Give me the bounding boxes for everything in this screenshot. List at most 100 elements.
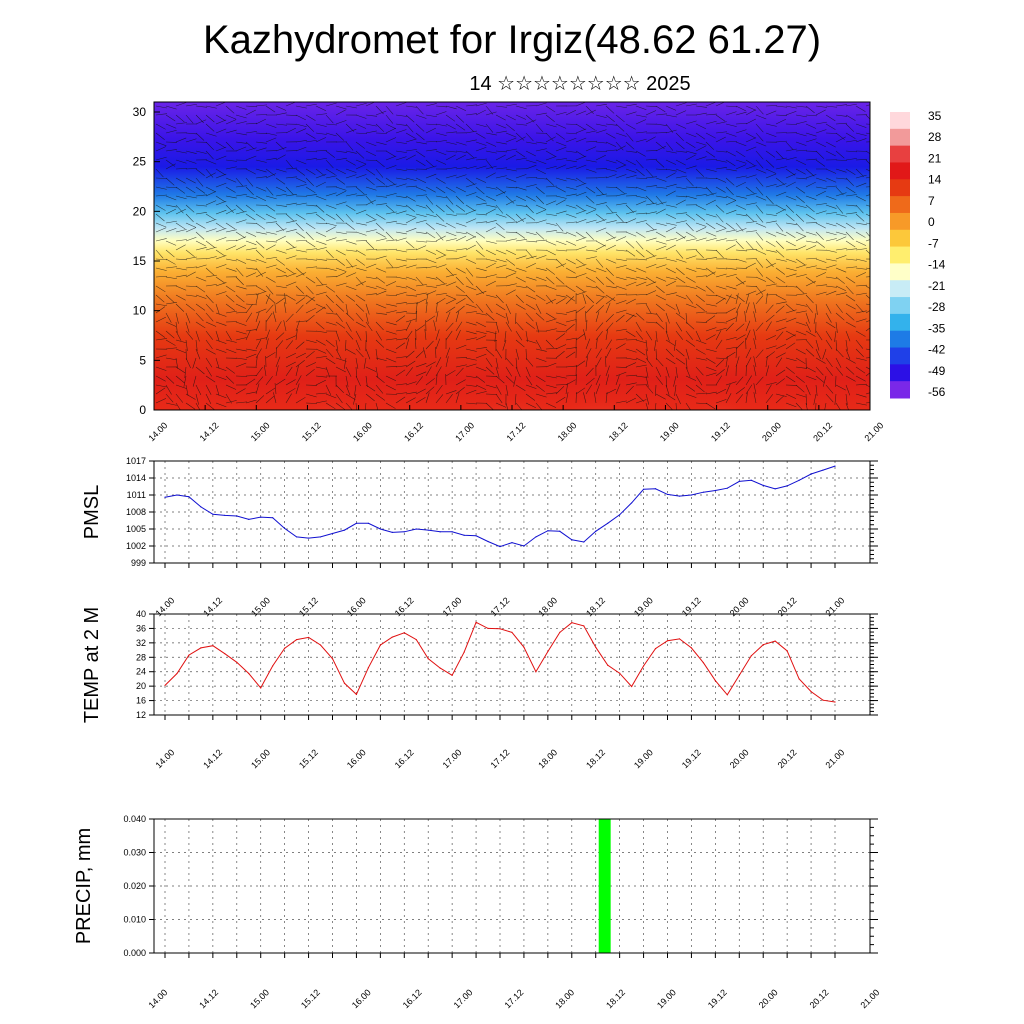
wind-barb: [595, 383, 601, 395]
wind-barb: [715, 121, 727, 125]
pmsl-data-point: [355, 522, 358, 524]
wind-barb: [375, 303, 387, 309]
wind-barb: [385, 137, 397, 143]
wind-barb: [585, 231, 594, 240]
wind-barb: [465, 357, 477, 361]
wind-barb: [245, 303, 257, 306]
wind-barb: [225, 222, 236, 230]
wind-barb: [605, 313, 614, 323]
wind-barb: [565, 150, 577, 153]
wind-barb: [345, 321, 352, 332]
wind-barb: [475, 123, 487, 128]
wind-barb: [655, 375, 664, 385]
wind-barb: [365, 248, 377, 251]
wind-barb: [515, 231, 526, 239]
wind-barb: [405, 217, 416, 224]
wind-barb: [755, 150, 764, 160]
wind-barb: [495, 321, 500, 333]
wind-barb: [855, 138, 867, 143]
wind-barb: [545, 230, 557, 233]
temp-data-point: [487, 627, 489, 630]
wind-barb: [585, 276, 596, 283]
wind-barb: [595, 103, 607, 107]
wind-barb: [795, 168, 806, 175]
wind-barb: [175, 294, 186, 301]
wind-barb: [185, 103, 197, 107]
wind-barb: [725, 273, 737, 278]
wind-barb: [175, 122, 187, 125]
colorbar-swatch: [890, 381, 910, 399]
wind-barb: [815, 203, 827, 206]
wind-barb: [175, 285, 187, 291]
wind-barb: [465, 113, 477, 116]
wind-barb: [425, 123, 437, 126]
wind-barb: [395, 123, 407, 126]
temp-y-tick-label: 20: [136, 681, 146, 691]
colorbar-label: 35: [928, 109, 942, 123]
wind-barb: [715, 339, 723, 350]
wind-barb: [735, 164, 747, 170]
wind-barb: [345, 285, 357, 290]
wind-barb: [485, 366, 495, 375]
wind-barb: [465, 130, 477, 134]
wind-barb: [475, 109, 486, 116]
pmsl-data-point: [272, 517, 274, 519]
wind-barb: [363, 357, 367, 369]
wind-barb: [485, 132, 497, 136]
wind-barb: [753, 356, 757, 368]
wind-barb: [284, 293, 287, 305]
wind-barb: [605, 285, 617, 289]
wind-barb: [183, 375, 187, 387]
wind-barb: [525, 231, 537, 236]
wind-barb: [565, 123, 578, 125]
wind-barb: [825, 204, 837, 209]
wind-barb: [315, 150, 327, 152]
wind-barb: [185, 393, 196, 400]
wind-barb: [645, 249, 656, 257]
pmsl-data-point: [307, 537, 310, 539]
wind-barb: [385, 177, 396, 185]
wind-barb: [565, 221, 577, 224]
wind-barb: [295, 272, 307, 278]
wind-barb: [745, 293, 750, 305]
wind-barb: [775, 395, 785, 404]
wind-barb: [155, 303, 167, 306]
wind-barb: [415, 204, 427, 209]
wind-barb: [385, 303, 397, 307]
wind-barb: [175, 330, 182, 341]
temp-data-point: [403, 632, 405, 634]
wind-barb: [595, 129, 607, 134]
wind-barb: [425, 186, 436, 193]
colorbar-swatch: [890, 128, 910, 147]
wind-barb: [805, 402, 808, 410]
wind-barb: [215, 393, 227, 399]
wind-barb: [415, 177, 427, 184]
wind-barb: [215, 339, 227, 344]
wind-barb: [385, 231, 394, 241]
wind-barb: [845, 204, 857, 207]
wind-barb: [285, 246, 297, 251]
wind-barb: [695, 112, 707, 116]
wind-barb: [495, 276, 507, 279]
wind-barb: [435, 123, 447, 127]
wind-barb: [205, 339, 213, 350]
wind-barb: [165, 249, 175, 258]
wind-barb: [735, 293, 739, 305]
wind-barb: [755, 289, 766, 296]
wind-barb: [535, 357, 547, 362]
wind-barb: [865, 392, 870, 395]
wind-barb: [675, 236, 687, 242]
pmsl-data-point: [511, 542, 513, 544]
wind-barb: [625, 374, 637, 377]
wind-barb: [735, 240, 744, 250]
wind-barb: [675, 168, 687, 174]
wind-barb: [475, 321, 486, 328]
wind-barb: [715, 327, 727, 332]
wind-barb: [625, 231, 637, 237]
wind-barb: [785, 204, 795, 213]
wind-barb: [245, 147, 257, 152]
wind-barb: [385, 375, 397, 381]
temp-x-tick-label: 18.00: [536, 747, 559, 770]
wind-barb: [795, 105, 807, 108]
wind-barb: [415, 240, 427, 243]
